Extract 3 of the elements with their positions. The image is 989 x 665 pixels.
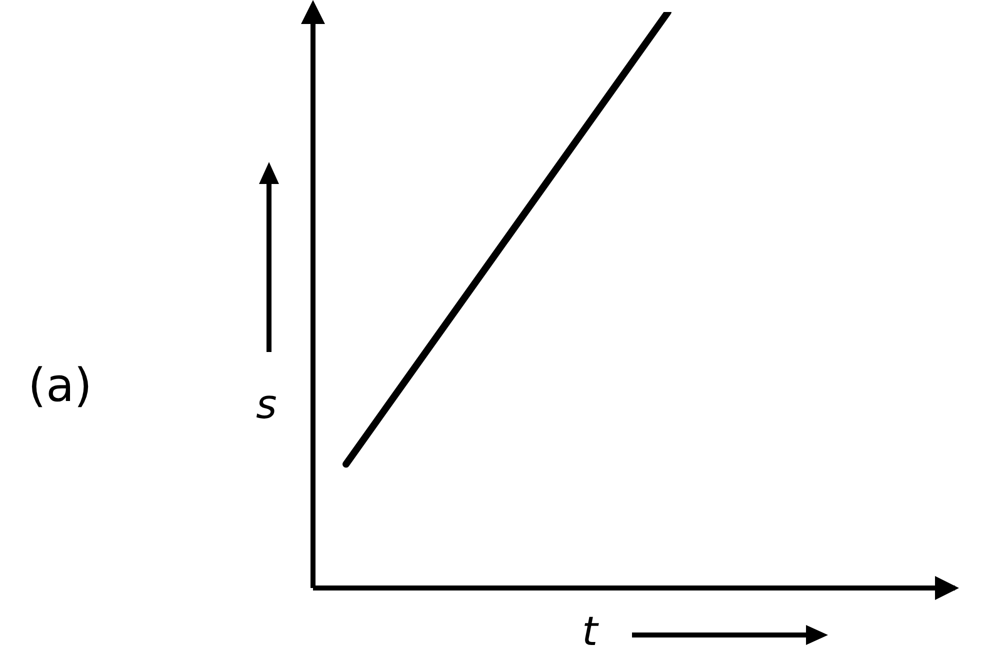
x-axis-title: t: [582, 609, 598, 655]
y-axis-title: s: [256, 382, 277, 428]
text: (a): [28, 358, 92, 412]
